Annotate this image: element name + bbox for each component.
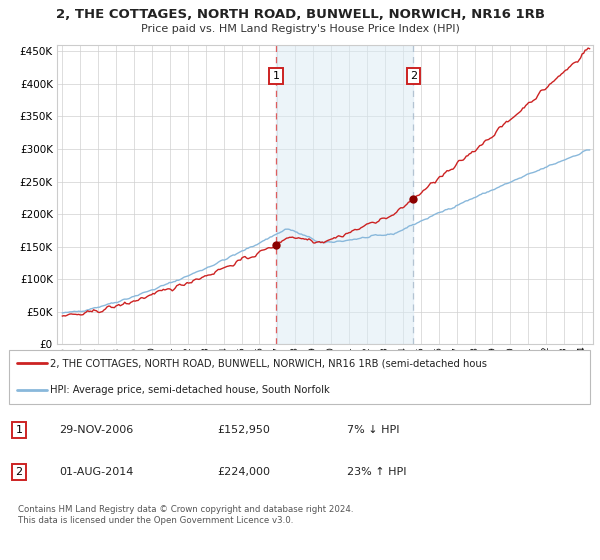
Bar xyxy=(276,45,413,344)
Text: 2, THE COTTAGES, NORTH ROAD, BUNWELL, NORWICH, NR16 1RB (semi-detached hous: 2, THE COTTAGES, NORTH ROAD, BUNWELL, NO… xyxy=(50,358,487,368)
Text: Price paid vs. HM Land Registry's House Price Index (HPI): Price paid vs. HM Land Registry's House … xyxy=(140,24,460,34)
Text: 1: 1 xyxy=(16,425,22,435)
FancyBboxPatch shape xyxy=(9,349,590,404)
Text: 23% ↑ HPI: 23% ↑ HPI xyxy=(347,466,407,477)
Text: £224,000: £224,000 xyxy=(218,466,271,477)
Text: 2: 2 xyxy=(16,466,22,477)
Text: 1: 1 xyxy=(272,71,280,81)
Text: HPI: Average price, semi-detached house, South Norfolk: HPI: Average price, semi-detached house,… xyxy=(50,385,330,395)
Text: 2: 2 xyxy=(410,71,417,81)
Text: 29-NOV-2006: 29-NOV-2006 xyxy=(59,425,133,435)
Text: Contains HM Land Registry data © Crown copyright and database right 2024.
This d: Contains HM Land Registry data © Crown c… xyxy=(18,505,353,525)
Text: 7% ↓ HPI: 7% ↓ HPI xyxy=(347,425,400,435)
Text: 2, THE COTTAGES, NORTH ROAD, BUNWELL, NORWICH, NR16 1RB: 2, THE COTTAGES, NORTH ROAD, BUNWELL, NO… xyxy=(56,8,545,21)
Text: 01-AUG-2014: 01-AUG-2014 xyxy=(59,466,133,477)
Text: £152,950: £152,950 xyxy=(218,425,271,435)
